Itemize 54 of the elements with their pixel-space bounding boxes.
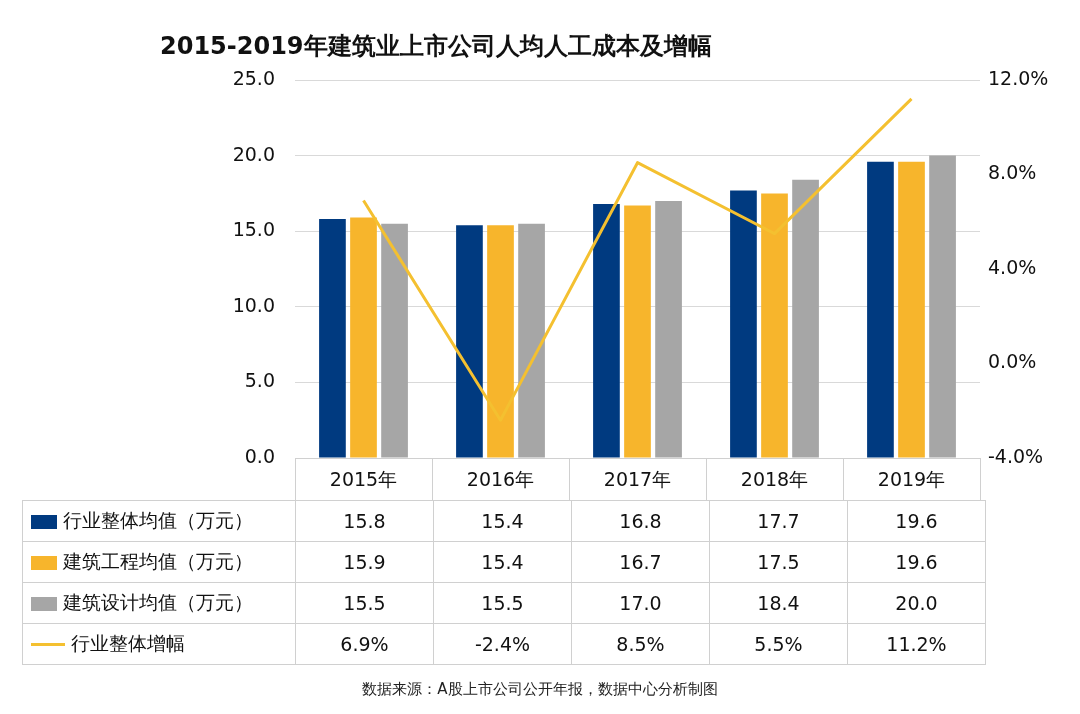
data-label: 15.4 (433, 500, 572, 542)
x-tick-label: 2016年 (466, 468, 535, 491)
data-label: 18.4 (709, 582, 848, 624)
bar (655, 200, 682, 458)
data-label: 17.5 (709, 541, 848, 583)
y-tick-label: 15.0 (232, 218, 275, 241)
x-tick-label: 2017年 (603, 468, 672, 491)
bar (730, 190, 757, 458)
y2-tick-label: 4.0% (988, 255, 1037, 278)
data-label: 15.9 (295, 541, 434, 583)
data-label: 15.4 (433, 541, 572, 583)
bar (456, 225, 483, 458)
bar (381, 223, 408, 458)
y2-tick-label: -4.0% (988, 444, 1044, 467)
data-label: 8.5% (571, 623, 710, 665)
data-label: 17.0 (571, 582, 710, 624)
bar (898, 161, 925, 458)
bar (624, 205, 651, 458)
bar (518, 223, 545, 458)
bar (792, 179, 819, 458)
data-label: 11.2% (847, 623, 986, 665)
chart-title: 2015-2019年建筑业上市公司人均人工成本及增幅 (159, 31, 713, 62)
x-tick-label: 2019年 (877, 468, 946, 491)
data-label: 16.8 (571, 500, 710, 542)
data-label: -2.4% (433, 623, 572, 665)
legend-label: 建筑工程均值（万元） (63, 550, 253, 572)
data-label: 16.7 (571, 541, 710, 583)
data-label: 19.6 (847, 541, 986, 583)
x-tick-label: 2015年 (329, 468, 398, 491)
y-tick-label: 0.0 (244, 444, 275, 467)
data-label: 15.5 (433, 582, 572, 624)
y-tick-label: 10.0 (232, 293, 275, 316)
data-label: 20.0 (847, 582, 986, 624)
data-label: 6.9% (295, 623, 434, 665)
legend-label: 建筑设计均值（万元） (63, 591, 253, 613)
y-tick-label: 5.0 (244, 369, 275, 392)
data-label: 19.6 (847, 500, 986, 542)
bar (319, 219, 346, 458)
bar (867, 161, 894, 458)
data-label: 15.5 (295, 582, 434, 624)
y-tick-label: 20.0 (232, 142, 275, 165)
y-tick-label: 25.0 (232, 66, 275, 89)
y2-tick-label: 12.0% (988, 66, 1049, 89)
data-label: 5.5% (709, 623, 848, 665)
legend-label: 行业整体均值（万元） (63, 509, 253, 531)
data-label: 17.7 (709, 500, 848, 542)
source-note: 数据来源：A股上市公司公开年报，数据中心分析制图 (361, 680, 719, 699)
bar (929, 155, 956, 458)
legend-label: 行业整体增幅 (71, 632, 185, 654)
y2-tick-label: 8.0% (988, 161, 1037, 184)
data-label: 15.8 (295, 500, 434, 542)
bar (593, 203, 620, 458)
y2-tick-label: 0.0% (988, 350, 1037, 373)
x-tick-label: 2018年 (740, 468, 809, 491)
